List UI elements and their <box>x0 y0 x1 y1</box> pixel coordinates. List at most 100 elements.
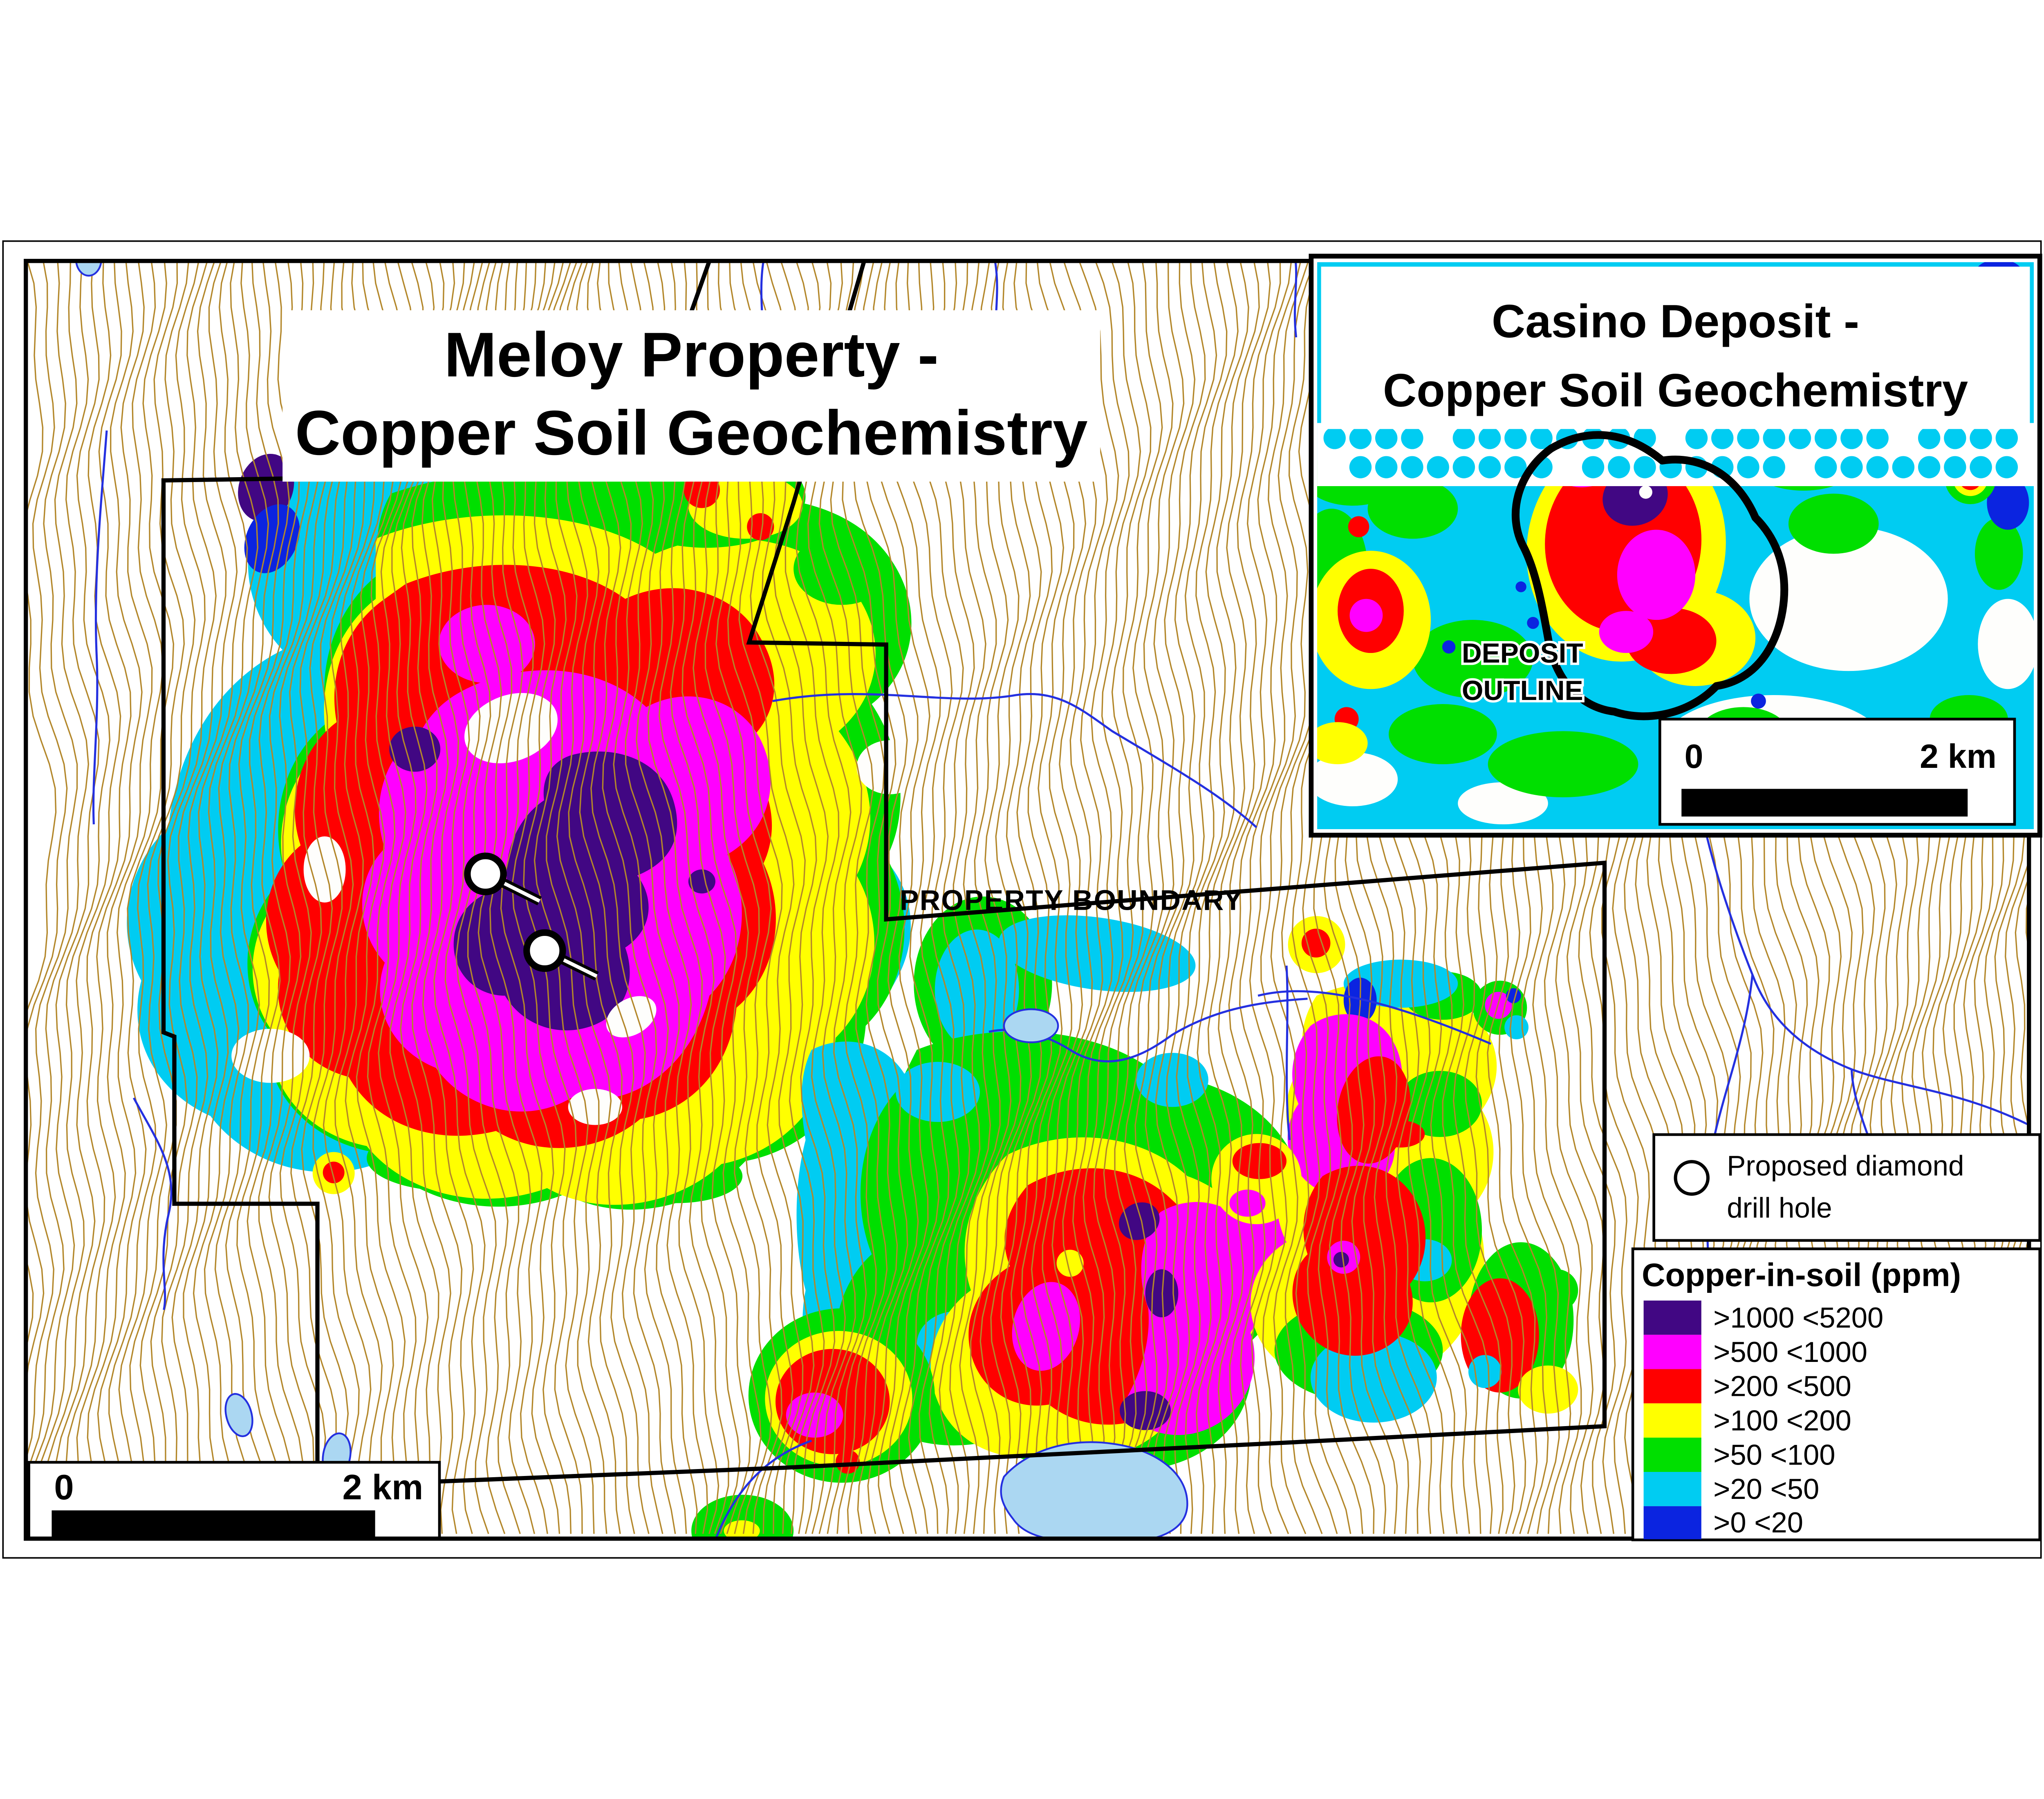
sample-dot <box>1788 427 1811 449</box>
contour-line <box>1239 261 1309 1534</box>
legend-label: >200 <500 <box>1713 1370 1851 1402</box>
contour-line <box>139 261 217 1534</box>
property-boundary-label: PROPERTY BOUNDARY <box>900 884 1244 916</box>
contour-line <box>108 261 185 1534</box>
contour-line <box>26 261 100 1534</box>
sample-dot <box>1970 427 1992 449</box>
sample-dot <box>1866 456 1889 478</box>
title-backdrop <box>282 310 1100 482</box>
scale-bar-fill <box>52 1510 375 1538</box>
legend-swatch <box>1643 1438 1701 1472</box>
legend-label: >1000 <5200 <box>1713 1301 1883 1334</box>
contour-line <box>1270 261 1327 1534</box>
outer-border <box>2 240 2042 1559</box>
inset-map: Casino Deposit - Copper Soil Geochemistr… <box>1309 253 2042 838</box>
sample-dot <box>1401 427 1423 449</box>
sample-dot <box>1763 456 1785 478</box>
sample-dot <box>1814 427 1837 449</box>
drill-hole-legend-line2: drill hole <box>1727 1192 1832 1224</box>
sample-dot <box>1582 456 1605 478</box>
legend-label: >0 <20 <box>1713 1506 1803 1539</box>
legend-swatch <box>1643 1369 1701 1404</box>
legend-swatch <box>1643 1472 1701 1506</box>
contour-line <box>26 261 89 1476</box>
sample-dot <box>1737 427 1759 449</box>
scale-right-label: 2 km <box>343 1467 424 1507</box>
sample-dot <box>1401 456 1423 478</box>
sample-dot <box>1944 427 1966 449</box>
main-title-line2: Copper Soil Geochemistry <box>295 397 1088 468</box>
contour-line <box>193 261 269 1534</box>
sample-dot <box>1918 427 1941 449</box>
main-title: Meloy Property - Copper Soil Geochemistr… <box>282 310 1100 482</box>
sample-dot <box>1478 427 1501 449</box>
sample-dot <box>1685 427 1708 449</box>
sample-dot <box>1840 456 1863 478</box>
legend-swatch <box>1643 1403 1701 1438</box>
contour-line <box>183 261 258 1534</box>
legend-label: >50 <100 <box>1713 1438 1835 1471</box>
sample-dot <box>1452 427 1475 449</box>
inset-sample-dots <box>1317 423 2034 486</box>
sample-dot <box>1711 427 1734 449</box>
contour-line <box>1195 261 1271 1534</box>
sample-dot <box>1608 456 1630 478</box>
contour-line <box>1080 261 1152 1534</box>
contour-line <box>1207 261 1281 1534</box>
inset-scale-left-label: 0 <box>1685 738 1703 775</box>
contour-line <box>26 261 78 1463</box>
contour-line <box>1217 261 1292 1534</box>
drill-holes <box>464 852 599 981</box>
contour-line <box>34 261 111 1534</box>
sample-dot <box>1944 456 1966 478</box>
inset-title-line1: Casino Deposit - <box>1492 296 1859 348</box>
contour-line <box>76 261 153 1534</box>
deposit-outline <box>1511 431 1788 720</box>
deposit-label-line2: OUTLINE <box>1462 675 1583 706</box>
legend-swatch <box>1643 1300 1701 1335</box>
sample-dot <box>1478 456 1501 478</box>
drill-hole-symbol <box>523 929 599 981</box>
contour-line <box>150 261 227 1534</box>
contour-line <box>87 261 164 1534</box>
contour-line <box>55 261 132 1534</box>
contour-line <box>161 261 238 1534</box>
copper-legend: Copper-in-soil (ppm) >1000 <5200 >500 <1… <box>1631 1247 2042 1541</box>
drill-hole-legend-symbol <box>1674 1160 1710 1196</box>
sample-dot <box>1970 456 1992 478</box>
inset-title-backdrop <box>1321 267 2030 429</box>
sample-dot <box>1763 427 1785 449</box>
sample-dot <box>1995 427 2018 449</box>
contour-line <box>204 261 279 1534</box>
sample-dot <box>1452 456 1475 478</box>
sample-dot <box>1892 456 1915 478</box>
contour-line <box>26 261 57 1350</box>
legend-label: >100 <200 <box>1713 1404 1851 1437</box>
contour-line <box>97 261 175 1534</box>
inset-scale-bar: 0 2 km <box>1658 718 2016 826</box>
inset-scale-bar-fill <box>1681 789 1968 817</box>
contour-line <box>1062 261 1130 1534</box>
contour-line <box>65 261 143 1534</box>
sample-dot <box>1814 456 1837 478</box>
contour-line <box>118 261 196 1534</box>
legend-swatch <box>1643 1335 1701 1369</box>
sample-dot <box>1634 456 1656 478</box>
contour-line <box>1088 261 1163 1534</box>
inset-content: Casino Deposit - Copper Soil Geochemistr… <box>1317 262 2034 829</box>
sample-dot <box>1375 427 1398 449</box>
legend-label: >500 <1000 <box>1713 1336 1867 1368</box>
sample-dot <box>1427 456 1449 478</box>
contour-line <box>1072 261 1141 1534</box>
map-frame <box>24 259 2031 1541</box>
drill-hole-symbol <box>464 852 542 906</box>
deposit-label-line1: DEPOSIT <box>1462 638 1583 669</box>
contour-line <box>171 261 248 1534</box>
inset-scale-right-label: 2 km <box>1920 738 1997 775</box>
contour-line <box>1042 261 1108 1534</box>
sample-dot <box>1737 456 1759 478</box>
main-scale-bar: 0 2 km <box>27 1461 441 1539</box>
contour-line <box>129 261 206 1534</box>
contour-line <box>1228 261 1302 1534</box>
sample-dot <box>1840 427 1863 449</box>
